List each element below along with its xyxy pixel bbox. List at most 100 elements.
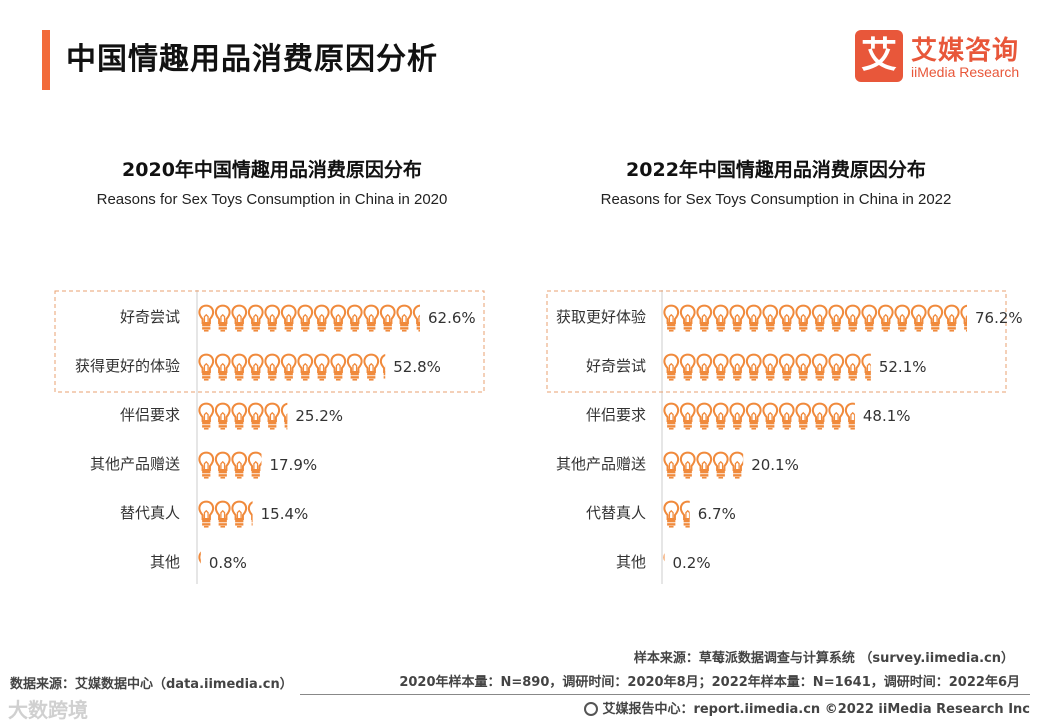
chart-2020-category-label: 好奇尝试 — [120, 308, 180, 326]
lightbulb-icon — [927, 304, 944, 332]
lightbulb-icon — [712, 402, 729, 430]
chart-2020-value-label: 17.9% — [269, 456, 317, 474]
lightbulb-icon — [663, 304, 680, 332]
lightbulb-icon — [778, 353, 795, 381]
lightbulb-icon — [745, 304, 762, 332]
chart-2020-value-label: 15.4% — [261, 505, 309, 523]
chart-2020-category-label: 伴侣要求 — [120, 406, 180, 424]
chart-2022-bar: 代替真人 6.7% — [586, 500, 736, 528]
lightbulb-icon — [729, 304, 746, 332]
title-accent-bar — [42, 30, 50, 90]
chart-2022-value-label: 76.2% — [975, 309, 1023, 327]
lightbulb-icon — [729, 451, 744, 479]
chart-2020-category-label: 其他 — [150, 553, 180, 571]
lightbulb-icon — [762, 304, 779, 332]
lightbulb-icon — [795, 304, 812, 332]
chart-2022-category-label: 好奇尝试 — [586, 357, 646, 375]
chart-2020-subtitle: Reasons for Sex Toys Consumption in Chin… — [96, 191, 448, 208]
chart-2022-title: 2022年中国情趣用品消费原因分布 — [626, 159, 926, 181]
chart-2022-value-label: 0.2% — [673, 554, 711, 572]
chart-2020-category-label: 其他产品赠送 — [90, 455, 180, 473]
lightbulb-icon — [828, 304, 845, 332]
lightbulb-icon — [679, 451, 696, 479]
lightbulb-icon — [729, 353, 746, 381]
chart-2022-category-label: 获取更好体验 — [556, 308, 646, 326]
chart-2020-bar: 好奇尝试 62.6% — [120, 304, 476, 332]
chart-2022-category-label: 代替真人 — [586, 504, 646, 522]
chart-2020-bar: 其他 0.8% — [150, 549, 247, 577]
chart-2022-value-label: 52.1% — [879, 358, 927, 376]
page-title: 中国情趣用品消费原因分析 — [66, 42, 438, 77]
lightbulb-icon — [663, 500, 680, 528]
lightbulb-icon — [679, 500, 690, 528]
globe-icon — [584, 702, 599, 716]
chart-2022-bar: 其他产品赠送 20.1% — [556, 451, 799, 479]
lightbulb-icon — [745, 353, 762, 381]
lightbulb-icon — [844, 304, 861, 332]
chart-2020-value-label: 25.2% — [295, 407, 343, 425]
lightbulb-icon — [696, 402, 713, 430]
report-center: 艾媒报告中心：report.iimedia.cn ©2022 iiMedia R… — [584, 698, 1030, 717]
lightbulb-icon — [778, 402, 795, 430]
chart-2022-value-label: 6.7% — [698, 505, 736, 523]
lightbulb-icon — [696, 304, 713, 332]
logo-mark-icon: 艾 — [855, 30, 903, 82]
lightbulb-icon — [894, 304, 911, 332]
lightbulb-icon — [663, 451, 680, 479]
chart-2022-subtitle: Reasons for Sex Toys Consumption in Chin… — [600, 191, 952, 208]
lightbulb-icon — [712, 353, 729, 381]
chart-2020-value-label: 62.6% — [428, 309, 476, 327]
chart-2022-bar: 获取更好体验 76.2% — [556, 304, 1023, 332]
lightbulb-icon — [844, 402, 855, 430]
lightbulb-icon — [679, 402, 696, 430]
chart-2022-category-label: 伴侣要求 — [586, 406, 646, 424]
lightbulb-icon — [844, 353, 861, 381]
chart-2022-category-label: 其他 — [616, 553, 646, 571]
lightbulb-icon — [778, 304, 795, 332]
lightbulb-icon — [663, 353, 680, 381]
sample-source: 样本来源：草莓派数据调查与计算系统 （survey.iimedia.cn） — [633, 651, 1014, 666]
iimedia-logo: 艾 艾媒咨询 iiMedia Research — [855, 30, 1030, 90]
chart-2020-category-label: 获得更好的体验 — [75, 357, 180, 375]
lightbulb-icon — [762, 353, 779, 381]
data-source: 数据来源：艾媒数据中心（data.iimedia.cn） — [10, 677, 293, 692]
chart-2022-bar: 好奇尝试 52.1% — [586, 353, 927, 381]
lightbulb-icon — [811, 353, 828, 381]
chart-2022: 获取更好体验 76.2% 好奇尝试 52.1% 伴侣要求 48.1% 其他产品赠送 20.1%… — [546, 290, 1023, 584]
logo-english-name: iiMedia Research — [911, 64, 1020, 80]
lightbulb-icon — [679, 304, 696, 332]
lightbulb-icon — [712, 304, 729, 332]
watermark: 大数跨境 — [8, 698, 88, 722]
lightbulb-icon — [762, 402, 779, 430]
lightbulb-icon — [811, 402, 828, 430]
chart-2020-bar: 其他产品赠送 17.9% — [90, 451, 317, 479]
lightbulb-icon — [877, 304, 894, 332]
chart-2020: 好奇尝试 62.6% 获得更好的体验 52.8% 伴侣要求 25.2% 其他产品赠送 17.9… — [54, 290, 485, 584]
report-center-text: 艾媒报告中心：report.iimedia.cn ©2022 iiMedia R… — [602, 702, 1030, 717]
lightbulb-icon — [828, 402, 845, 430]
chart-2020-bar: 替代真人 15.4% — [120, 500, 309, 528]
chart-2020-highlight-box — [54, 290, 485, 393]
lightbulb-icon — [960, 304, 967, 332]
sample-info: 2020年样本量：N=890，调研时间：2020年8月；2022年样本量：N=1… — [399, 675, 1020, 690]
footer-divider — [300, 694, 1030, 695]
lightbulb-icon — [861, 353, 871, 381]
lightbulb-icon — [663, 402, 680, 430]
lightbulb-icon — [811, 304, 828, 332]
chart-2020-value-label: 0.8% — [209, 554, 247, 572]
lightbulb-icon — [861, 304, 878, 332]
lightbulb-icon — [828, 353, 845, 381]
logo-chinese-name: 艾媒咨询 — [911, 36, 1020, 66]
lightbulb-icon — [712, 451, 729, 479]
chart-2020-title: 2020年中国情趣用品消费原因分布 — [122, 159, 422, 181]
chart-2022-value-label: 20.1% — [751, 456, 799, 474]
chart-2022-category-label: 其他产品赠送 — [556, 455, 646, 473]
chart-2022-bar: 伴侣要求 48.1% — [586, 402, 911, 430]
chart-2020-bar: 获得更好的体验 52.8% — [75, 353, 441, 381]
chart-2020-category-label: 替代真人 — [120, 504, 180, 522]
lightbulb-icon — [696, 353, 713, 381]
lightbulb-icon — [729, 402, 746, 430]
chart-2020-value-label: 52.8% — [393, 358, 441, 376]
lightbulb-icon — [910, 304, 927, 332]
lightbulb-icon — [795, 402, 812, 430]
